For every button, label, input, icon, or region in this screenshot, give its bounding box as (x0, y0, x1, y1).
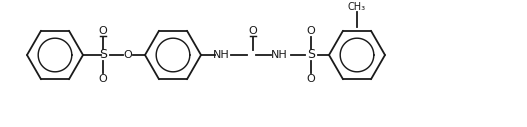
Text: O: O (99, 74, 108, 84)
Text: NH: NH (271, 50, 287, 60)
Text: O: O (249, 26, 257, 36)
Text: S: S (99, 49, 107, 61)
Text: O: O (307, 26, 315, 36)
Text: O: O (99, 26, 108, 36)
Text: S: S (307, 49, 315, 61)
Text: NH: NH (212, 50, 229, 60)
Text: O: O (307, 74, 315, 84)
Text: CH₃: CH₃ (348, 2, 366, 12)
Text: O: O (124, 50, 132, 60)
